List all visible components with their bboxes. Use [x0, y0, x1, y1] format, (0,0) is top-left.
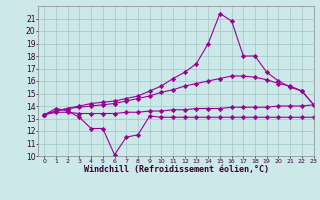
X-axis label: Windchill (Refroidissement éolien,°C): Windchill (Refroidissement éolien,°C)	[84, 165, 268, 174]
